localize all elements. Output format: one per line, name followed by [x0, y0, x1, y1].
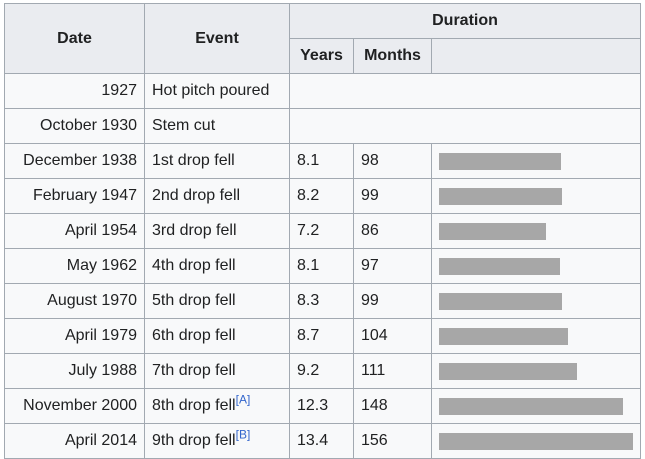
- duration-bar: [439, 257, 560, 275]
- event-label: 7th drop fell: [152, 362, 236, 379]
- duration-bar-cell: [431, 213, 641, 249]
- months-cell: 156: [353, 423, 432, 459]
- date-cell: October 1930: [4, 108, 145, 144]
- header-date: Date: [4, 3, 145, 74]
- header-months: Months: [353, 38, 432, 74]
- header-years: Years: [289, 38, 354, 74]
- months-cell: 148: [353, 388, 432, 424]
- event-cell: 9th drop fell[B]: [144, 423, 290, 459]
- years-cell: 8.3: [289, 283, 354, 319]
- pitch-drop-table: Date Event Duration Years Months 1927 Hot…: [4, 3, 641, 459]
- footnote-ref: [A]: [236, 393, 251, 407]
- event-label: 6th drop fell: [152, 327, 236, 344]
- years-cell: 13.4: [289, 423, 354, 459]
- table-row: February 1947 2nd drop fell 8.2 99: [4, 178, 641, 214]
- header-event: Event: [144, 3, 290, 74]
- event-label: 5th drop fell: [152, 292, 236, 309]
- empty-duration-cell: [289, 73, 641, 109]
- duration-bar-cell: [431, 353, 641, 389]
- duration-bar-cell: [431, 388, 641, 424]
- table-row: December 1938 1st drop fell 8.1 98: [4, 143, 641, 179]
- table-row: July 1988 7th drop fell 9.2 111: [4, 353, 641, 389]
- event-cell: Hot pitch poured: [144, 73, 290, 109]
- date-cell: April 1979: [4, 318, 145, 354]
- event-cell: 5th drop fell: [144, 283, 290, 319]
- date-cell: July 1988: [4, 353, 145, 389]
- years-cell: 9.2: [289, 353, 354, 389]
- months-cell: 99: [353, 178, 432, 214]
- duration-bar: [439, 432, 633, 450]
- duration-bar: [439, 222, 546, 240]
- date-cell: 1927: [4, 73, 145, 109]
- header-bar: [431, 38, 641, 74]
- header-duration: Duration: [289, 3, 641, 39]
- table-row: April 1979 6th drop fell 8.7 104: [4, 318, 641, 354]
- table-row: April 2014 9th drop fell[B] 13.4 156: [4, 423, 641, 459]
- date-cell: February 1947: [4, 178, 145, 214]
- event-label: 8th drop fell: [152, 397, 236, 414]
- event-label: 3rd drop fell: [152, 222, 237, 239]
- table-row: May 1962 4th drop fell 8.1 97: [4, 248, 641, 284]
- event-cell: 1st drop fell: [144, 143, 290, 179]
- months-cell: 98: [353, 143, 432, 179]
- table-row: October 1930 Stem cut: [4, 108, 641, 144]
- footnote-link[interactable]: [B]: [235, 427, 251, 442]
- event-label: Stem cut: [152, 117, 216, 134]
- years-cell: 7.2: [289, 213, 354, 249]
- date-cell: April 1954: [4, 213, 145, 249]
- event-cell: 3rd drop fell: [144, 213, 290, 249]
- footnote-ref: [B]: [236, 428, 251, 442]
- duration-bar: [439, 397, 623, 415]
- event-label: 2nd drop fell: [152, 187, 241, 204]
- duration-bar-cell: [431, 318, 641, 354]
- duration-bar-cell: [431, 423, 641, 459]
- years-cell: 8.7: [289, 318, 354, 354]
- date-cell: November 2000: [4, 388, 145, 424]
- table-row: 1927 Hot pitch poured: [4, 73, 641, 109]
- duration-bar-cell: [431, 178, 641, 214]
- event-cell: 4th drop fell: [144, 248, 290, 284]
- event-label: 9th drop fell: [152, 432, 236, 449]
- months-cell: 104: [353, 318, 432, 354]
- table-row: November 2000 8th drop fell[A] 12.3 148: [4, 388, 641, 424]
- years-cell: 8.1: [289, 143, 354, 179]
- content-area: Date Event Duration Years Months 1927 Hot…: [4, 3, 645, 459]
- event-label: 4th drop fell: [152, 257, 236, 274]
- event-cell: 7th drop fell: [144, 353, 290, 389]
- duration-bar-cell: [431, 248, 641, 284]
- duration-bar-cell: [431, 143, 641, 179]
- years-cell: 8.2: [289, 178, 354, 214]
- months-cell: 99: [353, 283, 432, 319]
- duration-bar: [439, 362, 577, 380]
- duration-bar: [439, 187, 562, 205]
- table-body: 1927 Hot pitch poured October 1930 Stem cut…: [4, 73, 641, 459]
- table-row: April 1954 3rd drop fell 7.2 86: [4, 213, 641, 249]
- event-label: Hot pitch poured: [152, 82, 270, 99]
- event-cell: 2nd drop fell: [144, 178, 290, 214]
- duration-bar: [439, 327, 568, 345]
- footnote-link[interactable]: [A]: [235, 392, 251, 407]
- header-row-1: Date Event Duration: [4, 3, 641, 74]
- date-cell: April 2014: [4, 423, 145, 459]
- duration-bar: [439, 152, 561, 170]
- event-cell: 6th drop fell: [144, 318, 290, 354]
- years-cell: 12.3: [289, 388, 354, 424]
- event-label: 1st drop fell: [152, 152, 235, 169]
- header-row-2: Years Months: [5, 38, 641, 74]
- event-cell: 8th drop fell[A]: [144, 388, 290, 424]
- months-cell: 86: [353, 213, 432, 249]
- date-cell: May 1962: [4, 248, 145, 284]
- duration-bar-cell: [431, 283, 641, 319]
- date-cell: August 1970: [4, 283, 145, 319]
- empty-duration-cell: [289, 108, 641, 144]
- table-row: August 1970 5th drop fell 8.3 99: [4, 283, 641, 319]
- duration-bar: [439, 292, 562, 310]
- months-cell: 97: [353, 248, 432, 284]
- months-cell: 111: [353, 353, 432, 389]
- years-cell: 8.1: [289, 248, 354, 284]
- event-cell: Stem cut: [144, 108, 290, 144]
- date-cell: December 1938: [4, 143, 145, 179]
